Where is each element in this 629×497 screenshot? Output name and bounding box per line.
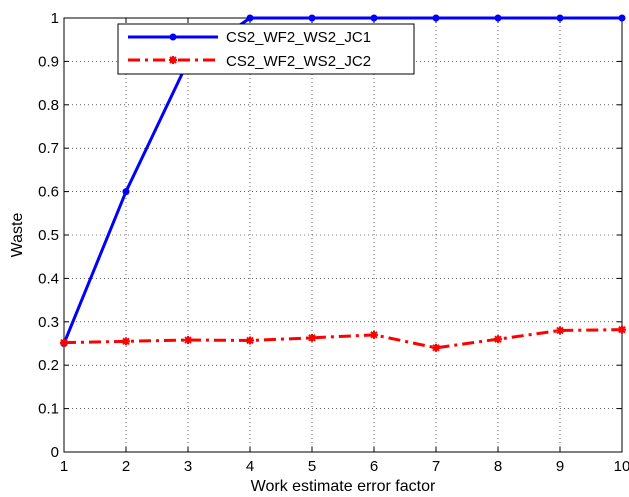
series-line-1 bbox=[63, 328, 623, 350]
data-point bbox=[122, 188, 130, 196]
x-tick-label: 10 bbox=[614, 458, 629, 475]
x-tick-label: 2 bbox=[122, 458, 130, 475]
data-point bbox=[618, 14, 626, 22]
legend-marker-jc2 bbox=[169, 56, 177, 64]
data-point bbox=[246, 336, 254, 345]
data-point bbox=[60, 338, 68, 347]
data-point bbox=[370, 330, 378, 339]
x-tick-label: 7 bbox=[432, 458, 440, 475]
x-tick-label: 5 bbox=[308, 458, 316, 475]
ticks: 1 2 3 4 5 6 7 8 9 10 0 0.1 0.2 0.3 0.4 0.5 0.6 0.7 0.8 0.9 1 bbox=[38, 10, 629, 475]
x-tick-label: 8 bbox=[494, 458, 502, 475]
y-tick-label: 0.9 bbox=[38, 53, 59, 70]
legend-label-jc1: CS2_WF2_WS2_JC1 bbox=[226, 29, 371, 46]
y-tick-label: 0 bbox=[51, 444, 59, 461]
data-point bbox=[556, 14, 564, 22]
y-tick-label: 0.2 bbox=[38, 357, 59, 374]
plot-area bbox=[64, 18, 622, 452]
x-tick-label: 4 bbox=[246, 458, 254, 475]
data-point bbox=[432, 14, 440, 22]
data-point bbox=[308, 14, 316, 22]
data-point bbox=[618, 325, 626, 334]
y-tick-label: 1 bbox=[51, 10, 59, 27]
data-point bbox=[370, 14, 378, 22]
y-tick-label: 0.1 bbox=[38, 401, 59, 418]
data-point bbox=[556, 326, 564, 335]
data-point bbox=[122, 337, 130, 346]
data-point bbox=[432, 343, 440, 352]
series-line-0 bbox=[62, 16, 622, 345]
x-tick-label: 6 bbox=[370, 458, 378, 475]
legend-marker-jc1 bbox=[169, 33, 177, 41]
x-tick-label: 9 bbox=[556, 458, 564, 475]
x-tick-label: 3 bbox=[184, 458, 192, 475]
data-point bbox=[494, 335, 502, 344]
series-layer bbox=[60, 14, 626, 352]
data-point bbox=[308, 333, 316, 342]
y-tick-label: 0.5 bbox=[38, 227, 59, 244]
y-tick-label: 0.3 bbox=[38, 314, 59, 331]
x-axis-title: Work estimate error factor bbox=[251, 478, 436, 495]
y-tick-label: 0.8 bbox=[38, 97, 59, 114]
y-axis-title: Waste bbox=[9, 213, 26, 258]
y-tick-label: 0.6 bbox=[38, 184, 59, 201]
data-point bbox=[494, 14, 502, 22]
data-point bbox=[246, 14, 254, 22]
legend-label-jc2: CS2_WF2_WS2_JC2 bbox=[226, 53, 371, 70]
y-tick-label: 0.4 bbox=[38, 270, 59, 287]
y-tick-label: 0.7 bbox=[38, 140, 59, 157]
x-tick-label: 1 bbox=[60, 458, 68, 475]
data-point bbox=[184, 336, 192, 345]
grid bbox=[64, 18, 622, 452]
legend-box bbox=[117, 23, 415, 75]
legend: CS2_WF2_WS2_JC1 CS2_WF2_WS2_JC2 bbox=[117, 23, 415, 75]
